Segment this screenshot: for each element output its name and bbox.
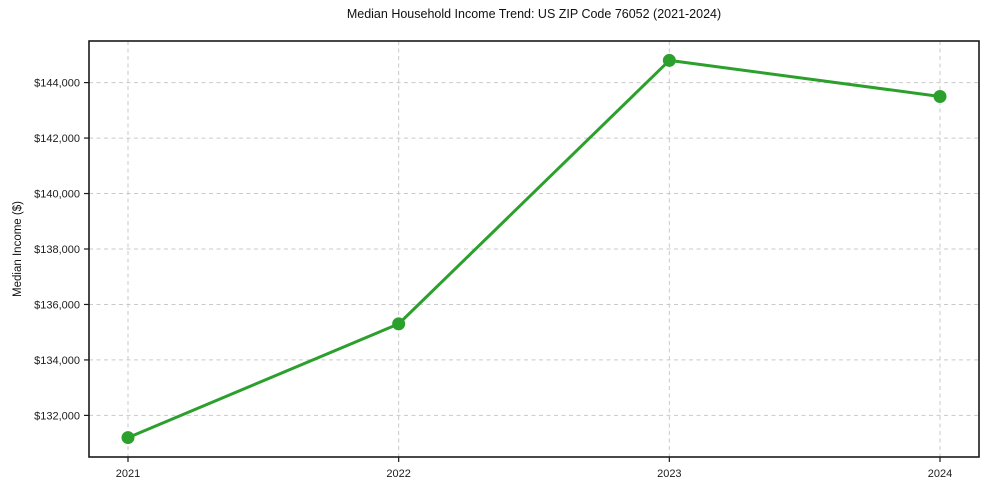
data-point-2022 [392,317,406,331]
y-tick-label: $142,000 [34,133,80,145]
x-tick-label: 2023 [657,468,681,480]
x-tick-label: 2021 [116,468,140,480]
y-tick-label: $136,000 [34,299,80,311]
y-tick-label: $140,000 [34,189,80,201]
income-trend-line [126,58,942,440]
x-tick-label: 2024 [928,468,952,480]
chart-title: Median Household Income Trend: US ZIP Co… [346,7,722,21]
data-point-2021 [121,431,135,445]
y-tick-label: $144,000 [34,78,80,90]
y-tick-label: $134,000 [34,355,80,367]
y-tick-label: $138,000 [34,244,80,256]
x-tick-label: 2022 [386,468,410,480]
data-point-2023 [662,53,676,67]
y-tick-label: $132,000 [34,410,80,422]
data-point-2024 [933,89,947,103]
